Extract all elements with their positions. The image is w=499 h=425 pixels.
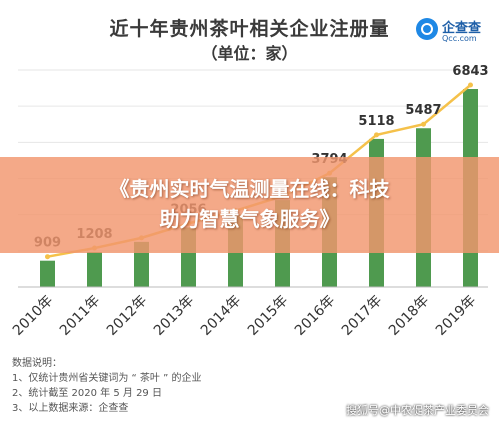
trend-point — [45, 254, 50, 260]
data-label: 5487 — [405, 103, 441, 118]
overlay-banner — [0, 157, 499, 253]
banner-headline[interactable]: 《贵州实时气温测量在线：科技 助力智慧气象服务》 — [0, 174, 499, 234]
note-item: 2、统计截至 2020 年 5 月 29 日 — [12, 388, 162, 399]
note-item: 1、仅统计贵州省关键词为 “ 茶叶 ” 的企业 — [12, 373, 202, 384]
x-tick-label: 2016年 — [292, 293, 338, 339]
banner-line-1: 《贵州实时气温测量在线：科技 — [109, 177, 390, 201]
data-label: 6843 — [452, 64, 488, 79]
x-tick-label: 2014年 — [198, 293, 244, 339]
data-label: 5118 — [358, 114, 394, 129]
x-tick-label: 2010年 — [10, 293, 56, 339]
notes-heading: 数据说明： — [12, 358, 62, 369]
watermark-text: 搜狐号@中农促茶产业委员会 — [346, 404, 489, 417]
x-tick-label: 2012年 — [104, 293, 150, 339]
note-item: 3、以上数据来源：企查查 — [12, 403, 129, 414]
trend-point — [374, 132, 379, 138]
logo-name: 企查查 — [442, 21, 482, 36]
x-tick-label: 2019年 — [433, 293, 479, 339]
magnifier-icon — [416, 18, 438, 40]
bar — [134, 241, 149, 287]
banner-line-2: 助力智慧气象服务》 — [159, 207, 340, 231]
chart-title: 近十年贵州茶叶相关企业注册量 — [109, 18, 390, 40]
data-notes: 数据说明： 1、仅统计贵州省关键词为 “ 茶叶 ” 的企业 2、统计截至 202… — [12, 356, 201, 416]
x-tick-label: 2015年 — [245, 293, 291, 339]
chart-subtitle: （单位：家） — [201, 44, 298, 63]
brand-logo[interactable]: 企查查 Qcc.com — [416, 14, 496, 48]
bar — [87, 252, 102, 287]
x-tick-label: 2011年 — [57, 293, 103, 339]
x-tick-label: 2018年 — [386, 293, 432, 339]
x-tick-label: 2013年 — [151, 293, 197, 339]
trend-point — [468, 82, 473, 88]
x-tick-label: 2017年 — [339, 293, 385, 339]
logo-site: Qcc.com — [442, 34, 477, 43]
trend-point — [421, 121, 426, 127]
bar — [40, 260, 55, 287]
